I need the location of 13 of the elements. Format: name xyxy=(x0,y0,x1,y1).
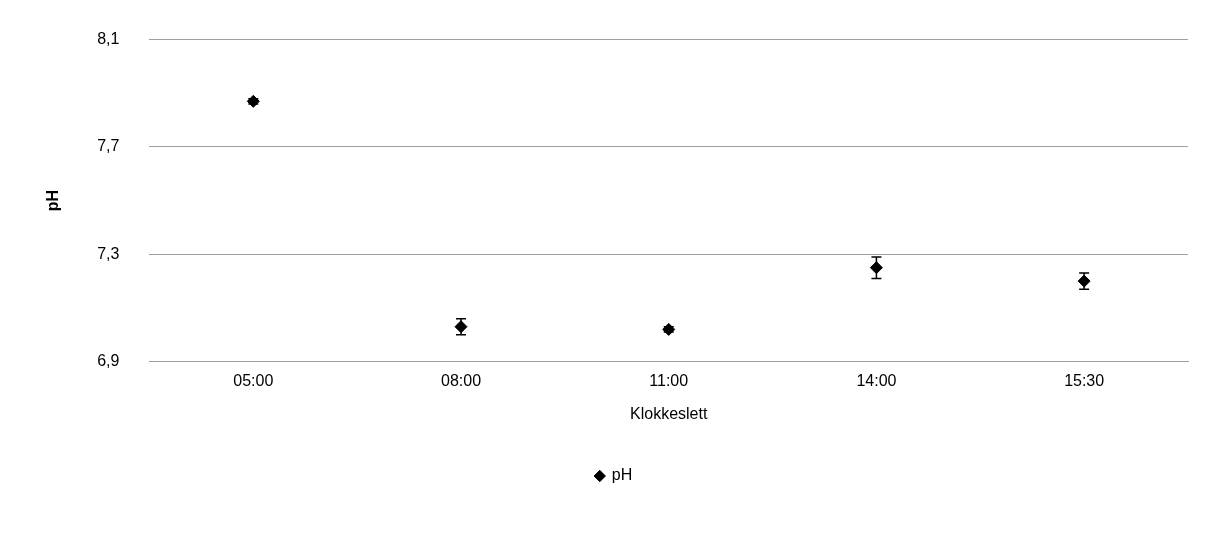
y-tick-label: 6,9 xyxy=(97,352,120,370)
y-tick-label: 7,3 xyxy=(97,244,120,262)
y-tick-label: 7,7 xyxy=(97,137,120,155)
x-tick-label: 14:00 xyxy=(856,371,897,389)
x-axis-title: Klokkeslett xyxy=(630,404,708,422)
x-tick-label: 05:00 xyxy=(233,371,274,389)
x-tick-label: 08:00 xyxy=(440,371,482,389)
x-tick-label: 15:30 xyxy=(1064,371,1105,389)
point xyxy=(869,261,883,275)
y-axis-title: pH xyxy=(44,189,62,212)
legend-label: pH xyxy=(611,466,633,484)
y-tick-label: 8,1 xyxy=(97,30,120,48)
x-tick-label: 11:00 xyxy=(649,371,689,389)
